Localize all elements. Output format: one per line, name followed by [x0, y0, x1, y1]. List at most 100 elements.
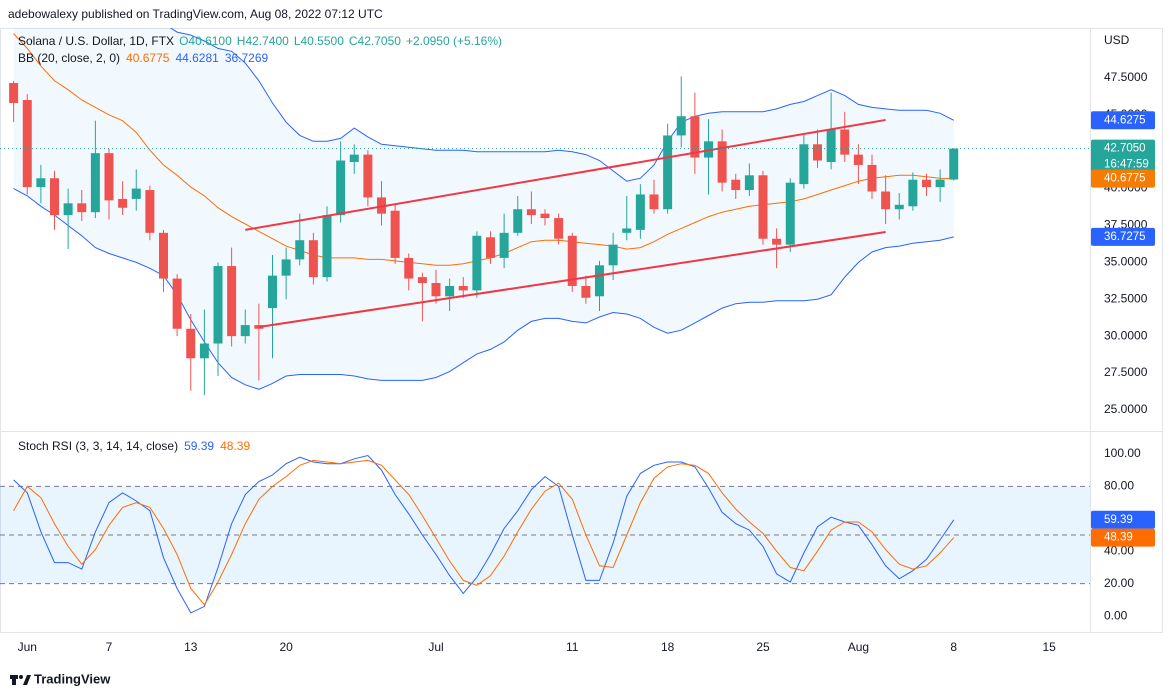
indicator-name: Stoch RSI (3, 3, 14, 14, close): [18, 439, 178, 453]
indicator-name: BB (20, close, 2, 0): [18, 51, 120, 65]
x-tick-label: 25: [756, 640, 770, 654]
bb-legend: BB (20, close, 2, 0) 40.6775 44.6281 36.726…: [18, 51, 269, 65]
bb-fill: [13, 28, 954, 390]
chart-frame: [0, 28, 1163, 633]
candle-body: [676, 116, 686, 136]
y-tick-label: 0.00: [1104, 608, 1128, 622]
ohlc-value: O40.6100: [179, 34, 232, 48]
symbol: Solana / U.S. Dollar, 1D, FTX: [18, 34, 174, 48]
y-tick-label: 27.5000: [1104, 365, 1148, 379]
y-tick-label: 25.0000: [1104, 402, 1148, 416]
footer-brand: TradingView: [34, 671, 111, 686]
candle-body: [622, 228, 632, 233]
candle-body: [772, 238, 782, 245]
stoch-line: [13, 459, 955, 606]
candle-body: [785, 182, 795, 245]
y-tick-label: 80.00: [1104, 479, 1134, 493]
candle-body: [881, 191, 891, 210]
x-tick-label: 8: [950, 640, 957, 654]
indicator-values: 40.6775 44.6281 36.7269: [126, 51, 268, 65]
price-tag: [1091, 111, 1155, 130]
candle-body: [472, 235, 482, 291]
candle-body: [813, 144, 822, 161]
candle-body: [595, 265, 604, 297]
candle-body: [186, 328, 196, 359]
candle-body: [22, 100, 32, 188]
candle-body: [853, 154, 863, 165]
candle-body: [894, 204, 904, 210]
bb-upper: [169, 28, 955, 182]
indicator-value: 59.39: [184, 439, 214, 453]
y-tick-label: 30.0000: [1104, 328, 1148, 342]
ohlc-values: O40.6100 H42.7400 L40.5500 C42.7050: [179, 34, 401, 48]
indicator-values: 59.39 48.39: [184, 439, 250, 453]
indicator-value: 44.6281: [175, 51, 219, 65]
candle-body: [445, 285, 455, 297]
bb-lower: [13, 188, 954, 390]
candle-body: [240, 325, 250, 337]
indicator-value: 48.39: [220, 439, 250, 453]
price-tag-label: 36.7275: [1104, 231, 1146, 243]
tradingview-logo: [10, 675, 31, 685]
candle-body: [363, 154, 373, 198]
y-tick-label: 40.00: [1104, 543, 1134, 557]
x-tick-label: 18: [661, 640, 675, 654]
axes: 47.500045.000042.500040.000037.500035.00…: [18, 70, 1155, 654]
bb-basis: [13, 33, 954, 266]
publish-header: adebowalexy published on TradingView.com…: [8, 7, 383, 21]
y-tick-label: 47.5000: [1104, 70, 1148, 84]
rsi-pane: [0, 454, 1090, 614]
candle-body: [826, 129, 836, 162]
candle-body: [336, 160, 346, 216]
candle-body: [118, 198, 128, 208]
ohlc-value: L40.5500: [294, 34, 344, 48]
candle-body: [922, 179, 931, 188]
candle-body: [744, 175, 754, 191]
candle-body: [867, 164, 877, 192]
candle-body: [213, 266, 223, 344]
ohlc-value: H42.7400: [237, 34, 289, 48]
candle-body: [567, 235, 577, 286]
candle-body: [36, 178, 46, 188]
price-tag: [1091, 510, 1155, 529]
candle-body: [268, 275, 277, 309]
indicator-value: 40.6775: [126, 51, 170, 65]
trend-line: [245, 118, 886, 231]
price-tag-label: 44.6275: [1104, 114, 1146, 126]
stoch-line: [13, 454, 955, 614]
price-tag-countdown: 16:47:59: [1104, 159, 1149, 171]
price-tag: [1091, 169, 1155, 188]
candle-body: [390, 210, 400, 258]
candle-body: [159, 232, 168, 279]
x-tick-label: 11: [566, 640, 579, 654]
candle-body: [840, 129, 850, 155]
rsi-legend: Stoch RSI (3, 3, 14, 14, close) 59.39 48.3…: [18, 439, 250, 453]
x-tick-label: 20: [279, 640, 293, 654]
ohlc-value: C42.7050: [349, 34, 401, 48]
y-tick-label: 35.0000: [1104, 255, 1148, 269]
candle-body: [308, 240, 318, 278]
candle-body: [295, 240, 305, 260]
x-tick-label: Aug: [848, 640, 869, 654]
y-tick-label: 100.00: [1104, 446, 1141, 460]
candle-body: [322, 215, 332, 278]
candle-body: [608, 244, 618, 266]
currency-label: USD: [1104, 33, 1130, 47]
price-pane: [0, 28, 1090, 396]
candle-body: [526, 209, 536, 216]
candle-body: [540, 213, 550, 219]
candle-body: [663, 135, 673, 210]
trend-line: [258, 230, 886, 328]
indicator-value: 36.7269: [225, 51, 269, 65]
candle-body: [145, 190, 155, 233]
x-tick-label: 7: [106, 640, 113, 654]
change: +2.0950 (+5.16%): [406, 34, 502, 48]
candle-body: [908, 179, 918, 207]
candle-body: [458, 285, 468, 291]
candle-body: [104, 153, 114, 201]
candle-body: [799, 144, 809, 185]
price-tag: [1091, 139, 1155, 174]
x-tick-label: Jun: [18, 640, 37, 654]
candle-body: [649, 194, 659, 210]
candle-body: [717, 141, 727, 183]
